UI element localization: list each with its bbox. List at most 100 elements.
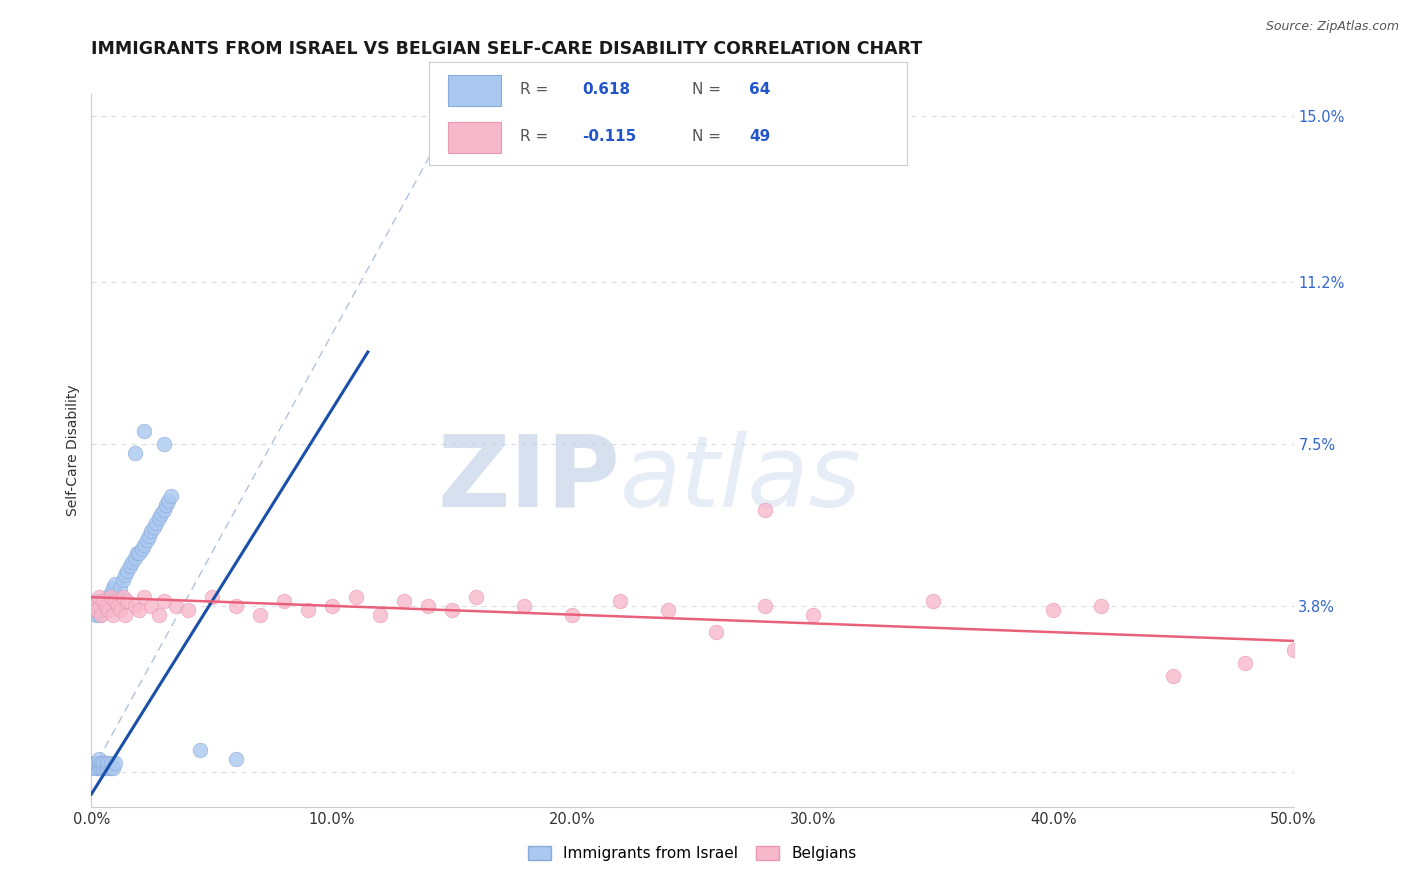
Point [94,594,117,608]
Point [87,761,110,775]
Point [561,607,583,622]
Point [297,603,319,617]
Point [101,582,124,596]
Point [513,599,536,613]
Point [87,756,110,771]
Point [107,599,129,613]
Bar [449,75,501,105]
Point [101,761,124,775]
Point [114,568,136,582]
Point [392,594,415,608]
Point [225,599,247,613]
Point [87,599,110,613]
Point [134,590,156,604]
Point [93,756,115,771]
Point [107,590,129,604]
Point [1090,599,1112,613]
Point [97,590,120,604]
Point [90,761,112,775]
Point [125,546,148,560]
Text: 0.618: 0.618 [582,81,630,96]
Point [249,607,271,622]
Point [321,599,343,613]
Point [90,607,112,622]
Point [83,761,105,775]
Point [87,594,110,608]
Point [201,590,224,604]
Point [135,533,157,548]
Point [117,564,139,578]
Point [152,437,174,451]
Point [90,599,112,613]
Point [225,752,247,766]
Point [188,743,211,757]
Point [84,607,107,622]
Point [155,498,177,512]
Point [1282,642,1305,657]
Point [87,752,110,766]
Point [152,594,174,608]
Text: Source: ZipAtlas.com: Source: ZipAtlas.com [1265,20,1399,33]
Point [131,541,153,556]
Text: R =: R = [520,128,548,144]
Point [97,603,120,617]
Point [87,603,110,617]
Point [93,599,115,613]
Point [273,594,295,608]
Point [609,594,631,608]
Point [100,756,122,771]
Point [368,607,391,622]
Point [176,603,198,617]
Point [90,756,112,771]
Point [83,599,105,613]
Point [124,445,146,459]
Point [138,529,160,543]
Bar [449,122,501,153]
Point [121,555,143,569]
Point [754,502,776,516]
Point [110,582,132,596]
Point [165,599,187,613]
Point [100,590,122,604]
Text: N =: N = [692,128,721,144]
Point [128,546,150,560]
Point [416,599,439,613]
Legend: Immigrants from Israel, Belgians: Immigrants from Israel, Belgians [522,840,863,867]
Point [141,524,163,539]
Text: R =: R = [520,81,548,96]
Point [159,490,181,504]
Point [134,538,156,552]
Point [111,590,134,604]
Point [754,599,776,613]
Point [1161,669,1184,683]
Point [94,761,117,775]
Point [657,603,679,617]
Point [111,573,134,587]
Point [134,424,156,438]
Point [128,603,150,617]
Point [440,603,463,617]
Point [1234,656,1257,670]
Point [142,520,165,534]
Point [118,559,141,574]
Point [94,756,117,771]
Point [148,607,170,622]
Point [90,603,112,617]
Point [114,607,136,622]
Point [97,756,120,771]
Point [141,599,163,613]
Point [87,607,110,622]
Text: ZIP: ZIP [437,431,620,527]
Point [83,756,105,771]
Point [104,756,127,771]
Point [84,603,107,617]
Point [145,516,167,530]
Point [100,586,122,600]
Point [465,590,488,604]
Y-axis label: Self-Care Disability: Self-Care Disability [66,384,80,516]
Point [84,761,107,775]
Point [104,594,127,608]
Point [801,607,824,622]
Point [84,603,107,617]
Text: -0.115: -0.115 [582,128,636,144]
